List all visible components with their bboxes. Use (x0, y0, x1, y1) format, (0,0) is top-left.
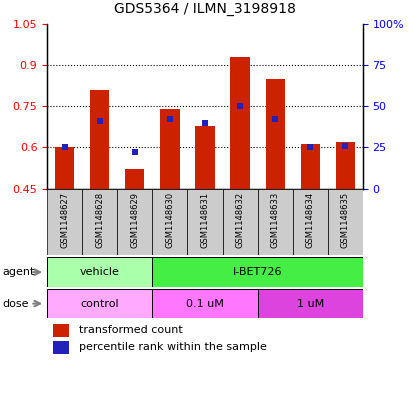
Bar (187, 189, 222, 255)
Text: dose: dose (2, 299, 29, 309)
Bar (53, 341, 68, 354)
Bar (117, 189, 152, 255)
Bar (327, 189, 362, 255)
Bar (195, 126, 214, 189)
Bar (55, 147, 74, 189)
Bar (152, 257, 362, 287)
Text: GSM1148632: GSM1148632 (235, 192, 244, 248)
Bar (82, 189, 117, 255)
Text: 0.1 uM: 0.1 uM (186, 299, 223, 309)
Bar (292, 189, 327, 255)
Bar (47, 257, 152, 287)
Text: GSM1148628: GSM1148628 (95, 192, 104, 248)
Text: GDS5364 / ILMN_3198918: GDS5364 / ILMN_3198918 (114, 2, 295, 17)
Bar (152, 189, 187, 255)
Text: agent: agent (2, 267, 34, 277)
Bar (335, 142, 354, 189)
Text: I-BET726: I-BET726 (232, 267, 282, 277)
Bar (152, 289, 257, 318)
Bar (125, 169, 144, 189)
Bar (90, 90, 109, 189)
Text: GSM1148634: GSM1148634 (305, 192, 314, 248)
Bar (265, 79, 284, 189)
Bar (53, 324, 68, 337)
Text: GSM1148633: GSM1148633 (270, 192, 279, 248)
Text: 1 uM: 1 uM (296, 299, 323, 309)
Text: control: control (80, 299, 119, 309)
Text: percentile rank within the sample: percentile rank within the sample (79, 342, 266, 352)
Bar (47, 289, 152, 318)
Text: GSM1148630: GSM1148630 (165, 192, 174, 248)
Bar (222, 189, 257, 255)
Text: GSM1148627: GSM1148627 (60, 192, 69, 248)
Text: GSM1148631: GSM1148631 (200, 192, 209, 248)
Bar (300, 144, 319, 189)
Bar (257, 289, 362, 318)
Bar (160, 109, 179, 189)
Text: vehicle: vehicle (80, 267, 119, 277)
Text: GSM1148635: GSM1148635 (340, 192, 349, 248)
Text: GSM1148629: GSM1148629 (130, 192, 139, 248)
Bar (257, 189, 292, 255)
Text: transformed count: transformed count (79, 325, 182, 335)
Bar (230, 57, 249, 189)
Bar (47, 189, 82, 255)
